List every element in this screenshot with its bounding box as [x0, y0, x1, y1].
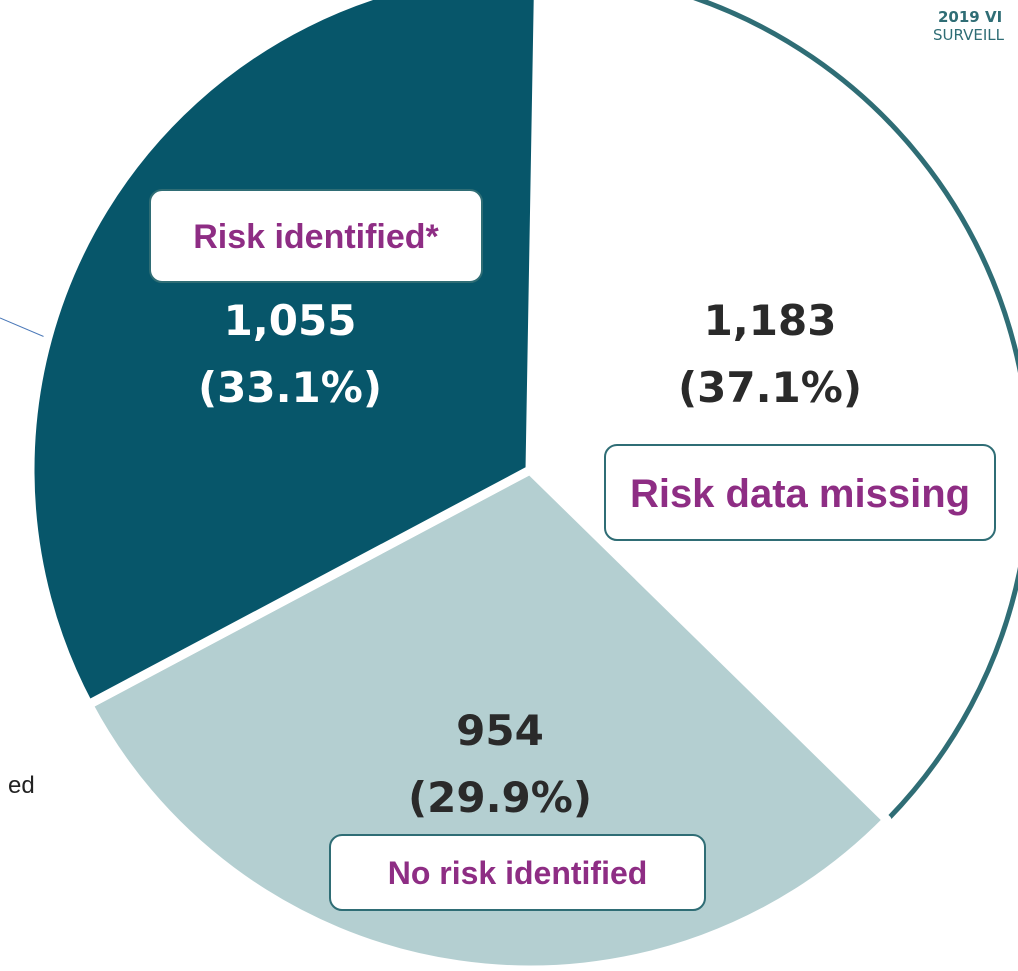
percentage-label: (37.1%)	[678, 363, 862, 412]
pie-slice	[25, 0, 543, 710]
value-label: 1,183	[704, 296, 837, 345]
value-label: 954	[456, 706, 544, 755]
pie-slice	[527, 0, 1018, 823]
header-line2: SURVEILL	[933, 26, 1005, 44]
header-line1: 2019 VI	[938, 8, 1002, 26]
value-label: 1,055	[224, 296, 357, 345]
category-box	[149, 189, 483, 283]
category-label: Risk identified*	[193, 218, 439, 256]
category-label: No risk identified	[388, 855, 648, 891]
category-box	[604, 444, 996, 541]
percentage-label: (33.1%)	[198, 363, 382, 412]
side-text: ed	[8, 772, 35, 799]
category-box	[329, 834, 706, 911]
category-label: Risk data missing	[630, 472, 970, 516]
percentage-label: (29.9%)	[408, 773, 592, 822]
